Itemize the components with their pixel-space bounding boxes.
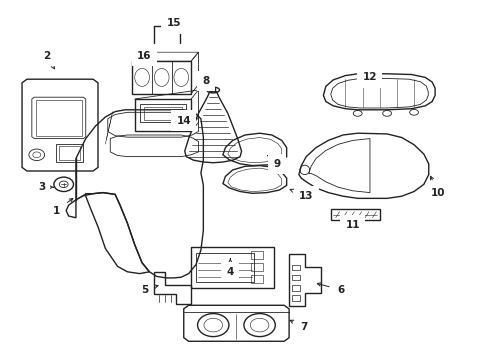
Bar — [292, 265, 300, 270]
Bar — [251, 263, 263, 271]
Text: 10: 10 — [430, 176, 446, 198]
Bar — [196, 253, 254, 282]
Text: 9: 9 — [268, 156, 280, 169]
Bar — [59, 146, 80, 160]
Bar — [292, 275, 300, 280]
Bar — [292, 295, 300, 301]
Bar — [56, 144, 83, 162]
Text: 15: 15 — [167, 18, 181, 28]
Text: 7: 7 — [290, 320, 308, 332]
Bar — [135, 99, 191, 131]
Bar — [36, 100, 82, 136]
Text: 5: 5 — [141, 285, 158, 295]
Bar — [132, 61, 191, 94]
Text: 3: 3 — [38, 182, 53, 192]
Bar — [144, 107, 182, 120]
Text: 8: 8 — [202, 76, 211, 86]
Text: 12: 12 — [363, 72, 377, 82]
Bar — [292, 285, 300, 291]
Text: 14: 14 — [176, 116, 191, 126]
Text: 2: 2 — [43, 51, 54, 69]
Bar — [251, 275, 263, 283]
Text: 6: 6 — [318, 283, 344, 295]
Bar — [251, 251, 263, 259]
Text: 13: 13 — [290, 189, 314, 201]
Text: 16: 16 — [137, 51, 152, 61]
Bar — [140, 104, 186, 122]
Text: 11: 11 — [345, 220, 360, 230]
Bar — [331, 209, 380, 220]
Text: 4: 4 — [226, 259, 234, 277]
Text: 1: 1 — [53, 198, 73, 216]
Bar — [191, 247, 274, 288]
